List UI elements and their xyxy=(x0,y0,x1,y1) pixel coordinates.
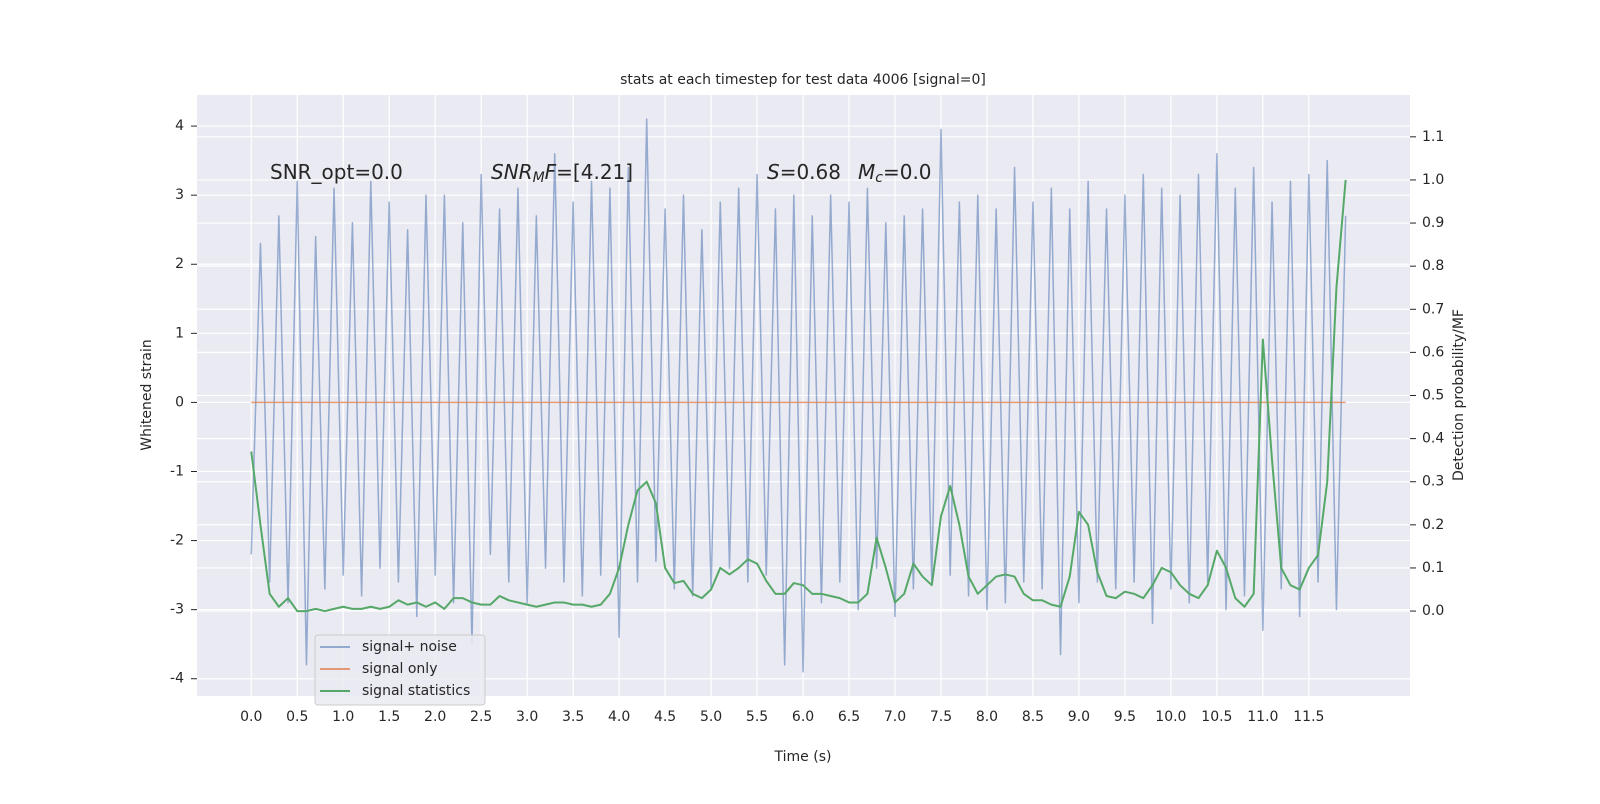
y-tick-label: 4 xyxy=(175,118,184,134)
y2-tick-label: 0.6 xyxy=(1422,344,1444,360)
annotation: Mc=0.0 xyxy=(858,160,932,187)
x-axis-label: Time (s) xyxy=(774,749,832,765)
y-tick-label: 0 xyxy=(175,394,184,410)
annotation: SNRMF=[4.21] xyxy=(491,160,633,187)
x-tick-label: 9.0 xyxy=(1068,709,1090,725)
y2-tick-label: 1.1 xyxy=(1422,129,1444,145)
x-tick-label: 4.0 xyxy=(608,709,630,725)
x-tick-label: 9.5 xyxy=(1114,709,1136,725)
annotation-part: =[4.21] xyxy=(556,160,633,184)
y-tick-label: 1 xyxy=(175,325,184,341)
y-tick-label: 2 xyxy=(175,256,184,272)
series-line xyxy=(250,179,1347,613)
x-tick-label: 4.5 xyxy=(654,709,676,725)
y2-tick-label: 0.0 xyxy=(1422,603,1444,619)
annotation-part: c xyxy=(875,170,883,186)
annotation-part: SNR xyxy=(491,160,533,184)
x-tick-label: 6.0 xyxy=(792,709,814,725)
legend-box xyxy=(314,634,486,706)
x-tick-label: 10.0 xyxy=(1155,709,1186,725)
x-tick-label: 5.0 xyxy=(700,709,722,725)
y2-tick-label: 0.3 xyxy=(1422,474,1444,490)
annotation-part: SNR_opt=0.0 xyxy=(270,160,403,184)
annotation-part: M xyxy=(858,160,875,184)
annotation-part: S xyxy=(767,160,780,184)
x-tick-label: 2.5 xyxy=(470,709,492,725)
y2-tick-label: 1.0 xyxy=(1422,172,1444,188)
annotation: SNR_opt=0.0 xyxy=(270,160,403,184)
annotation: S=0.68 xyxy=(767,160,841,184)
y-tick-label: 3 xyxy=(175,187,184,203)
legend-label: signal+ noise xyxy=(362,639,457,655)
plot-lines xyxy=(250,118,1347,673)
y-tick-label: -1 xyxy=(170,463,184,479)
annotation-part: =0.0 xyxy=(883,160,932,184)
y2-tick-label: 0.8 xyxy=(1422,258,1444,274)
series-line xyxy=(250,118,1347,673)
x-tick-label: 1.5 xyxy=(378,709,400,725)
y2-axis-label: Detection probability/MF xyxy=(1451,309,1467,481)
x-tick-label: 0.0 xyxy=(240,709,262,725)
x-tick-label: 10.5 xyxy=(1201,709,1232,725)
x-tick-label: 7.0 xyxy=(884,709,906,725)
legend-label: signal statistics xyxy=(362,683,470,699)
x-tick-label: 3.5 xyxy=(562,709,584,725)
y-tick-label: -3 xyxy=(170,602,184,618)
y2-tick-label: 0.2 xyxy=(1422,517,1444,533)
x-tick-label: 11.5 xyxy=(1293,709,1324,725)
annotation-part: M xyxy=(533,170,545,186)
x-tick-label: 5.5 xyxy=(746,709,768,725)
x-tick-label: 1.0 xyxy=(332,709,354,725)
y2-tick-label: 0.7 xyxy=(1422,301,1444,317)
legend-label: signal only xyxy=(362,661,437,677)
annotation-part: F xyxy=(545,160,557,184)
x-tick-label: 8.0 xyxy=(976,709,998,725)
y-axis-label: Whitened strain xyxy=(139,339,155,450)
y2-tick-label: 0.5 xyxy=(1422,388,1444,404)
x-tick-label: 6.5 xyxy=(838,709,860,725)
x-tick-label: 3.0 xyxy=(516,709,538,725)
x-tick-label: 0.5 xyxy=(286,709,308,725)
x-tick-label: 8.5 xyxy=(1022,709,1044,725)
x-tick-label: 11.0 xyxy=(1247,709,1278,725)
y-tick-label: -4 xyxy=(170,671,184,687)
x-tick-label: 7.5 xyxy=(930,709,952,725)
y2-tick-label: 0.4 xyxy=(1422,431,1444,447)
y-tick-label: -2 xyxy=(170,533,184,549)
chart-title: stats at each timestep for test data 400… xyxy=(620,72,986,88)
x-tick-label: 2.0 xyxy=(424,709,446,725)
y2-tick-label: 0.1 xyxy=(1422,560,1444,576)
y2-tick-label: 0.9 xyxy=(1422,215,1444,231)
annotation-part: =0.68 xyxy=(780,160,841,184)
